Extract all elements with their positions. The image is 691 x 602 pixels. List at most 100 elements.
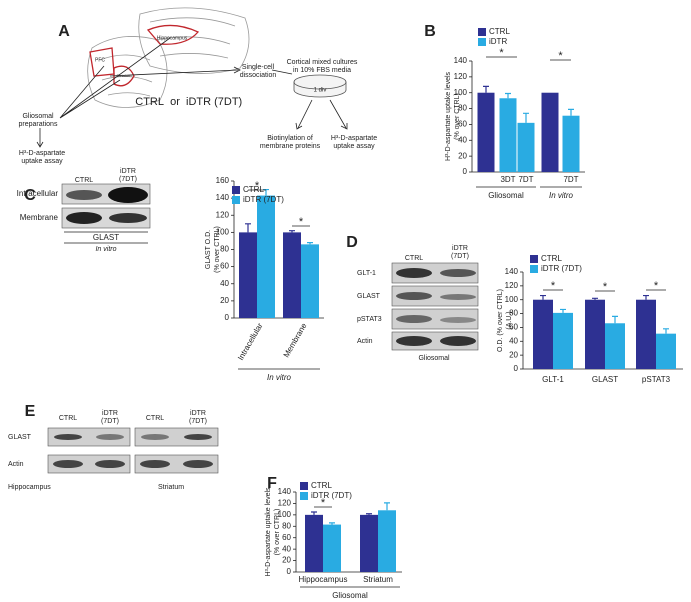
y-tick-label: 120 — [216, 210, 230, 219]
step-label: preparations — [19, 121, 58, 128]
lane-label: iDTR — [120, 168, 136, 175]
y-axis-label: GLAST O.D. — [205, 230, 212, 269]
legend-swatch — [300, 492, 308, 500]
lane-label: (7DT) — [189, 418, 207, 425]
bar — [257, 195, 275, 318]
significance-star: * — [558, 50, 563, 62]
legend-label: CTRL — [311, 481, 332, 490]
y-tick-label: 160 — [216, 176, 230, 185]
lane-label: CTRL — [405, 255, 423, 262]
bar — [585, 299, 605, 369]
y-axis-label: (% over CTRL) — [274, 509, 281, 556]
region-label: Striatum — [158, 484, 184, 491]
error-bar — [384, 502, 390, 511]
group-label: CTRL — [135, 96, 164, 108]
legend-swatch — [300, 482, 308, 490]
x-tick-label: GLT-1 — [542, 375, 564, 384]
y-axis-label: H³-D-aspartate uptake levels — [445, 71, 452, 161]
lane-label: iDTR — [190, 410, 206, 417]
group-label: Gliosomal — [488, 191, 524, 200]
row-label: GLAST — [8, 434, 32, 441]
step-label: membrane proteins — [260, 143, 321, 150]
y-tick-label: 0 — [225, 313, 230, 322]
bar — [517, 122, 535, 172]
error-bar — [307, 242, 313, 245]
significance-star: * — [299, 216, 304, 228]
y-tick-label: 20 — [282, 556, 291, 565]
y-tick-label: 140 — [216, 193, 230, 202]
legend-label: iDTR (7DT) — [311, 491, 352, 500]
group-label: Gliosomal — [332, 591, 368, 600]
step-label: in 10% FBS media — [293, 67, 351, 74]
legend-swatch — [478, 38, 486, 46]
x-tick-label: Striatum — [363, 575, 393, 584]
lane-label: CTRL — [75, 177, 93, 184]
panel-letter: C — [24, 187, 36, 204]
y-tick-label: 80 — [282, 521, 291, 530]
arrows — [36, 37, 348, 148]
bar — [656, 333, 676, 369]
significance-star: * — [321, 497, 326, 509]
x-tick-label: 3DT — [500, 175, 515, 184]
error-bar — [311, 511, 317, 515]
step-label: H³-D-aspartate — [19, 150, 65, 157]
y-tick-label: 20 — [509, 350, 518, 359]
y-tick-label: 0 — [514, 364, 519, 373]
row-label: Actin — [357, 338, 373, 345]
error-bar — [592, 297, 598, 300]
error-bar — [505, 92, 511, 99]
y-tick-label: 60 — [458, 120, 467, 129]
error-bar — [263, 188, 269, 196]
step-label: uptake assay — [21, 158, 63, 165]
y-tick-label: 100 — [454, 88, 468, 97]
row-label: GLAST — [357, 293, 381, 300]
legend-swatch — [232, 196, 240, 204]
lane-label: iDTR — [452, 245, 468, 252]
y-tick-label: 80 — [220, 245, 229, 254]
legend-swatch — [232, 186, 240, 194]
y-tick-label: 100 — [505, 295, 519, 304]
y-tick-label: 120 — [454, 72, 468, 81]
bar — [360, 514, 378, 572]
y-tick-label: 140 — [278, 487, 292, 496]
x-tick-label: pSTAT3 — [642, 375, 671, 384]
panel-letter: A — [58, 23, 70, 40]
y-tick-label: 40 — [282, 544, 291, 553]
y-tick-label: 40 — [220, 279, 229, 288]
error-bar — [540, 294, 546, 300]
lane-label: iDTR — [102, 410, 118, 417]
bar — [323, 524, 341, 572]
bar — [305, 514, 323, 572]
significance-star: * — [603, 281, 608, 293]
error-bar — [643, 294, 649, 300]
group-label: or — [170, 96, 180, 108]
legend-label: CTRL — [489, 27, 510, 36]
error-bar — [329, 522, 335, 525]
culture-dish — [293, 74, 347, 98]
y-tick-label: 80 — [458, 104, 467, 113]
y-tick-label: 100 — [278, 510, 292, 519]
row-label: pSTAT3 — [357, 316, 382, 323]
y-tick-label: 120 — [278, 499, 292, 508]
y-axis-label: (% over CTRL) — [454, 93, 461, 140]
blot-caption: Gliosomal — [418, 355, 450, 362]
y-axis-label: (A.U.) — [506, 311, 513, 329]
significance-star: * — [654, 280, 659, 292]
bar — [239, 232, 257, 318]
y-tick-label: 60 — [220, 262, 229, 271]
y-tick-label: 60 — [282, 533, 291, 542]
x-tick-label: 7DT — [563, 175, 578, 184]
legend-swatch — [478, 28, 486, 36]
step-label: Biotinylation of — [267, 135, 313, 142]
legend-label: CTRL — [243, 185, 264, 194]
bar — [499, 98, 517, 172]
y-tick-label: 120 — [505, 281, 519, 290]
y-tick-label: 100 — [216, 227, 230, 236]
error-bar — [568, 108, 574, 116]
step-label: H³-D-aspartate — [331, 135, 377, 142]
x-tick-label: Hippocampus — [299, 575, 348, 584]
row-label: Intracellular — [17, 189, 59, 198]
group-label: In vitro — [549, 191, 574, 200]
error-bar — [612, 315, 618, 324]
